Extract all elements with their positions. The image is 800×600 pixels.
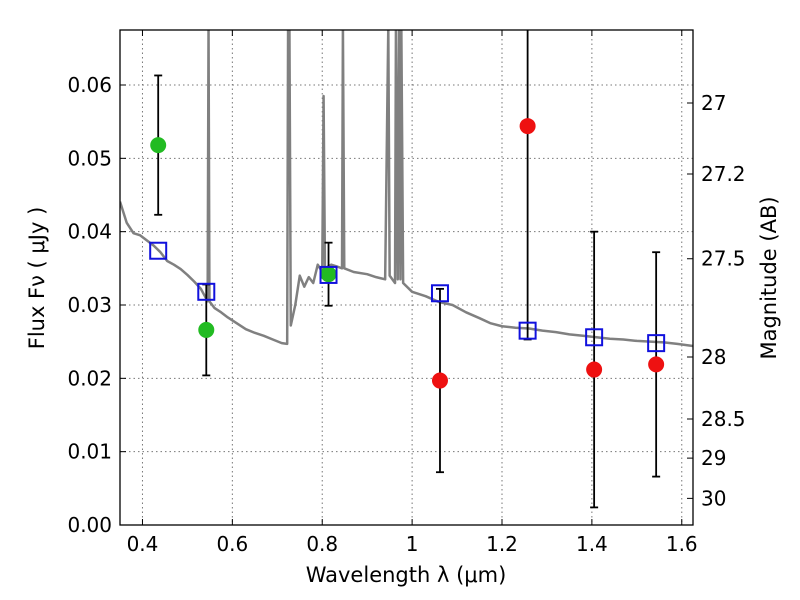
y2-tick-label: 27.2: [701, 162, 746, 186]
x-axis-label: Wavelength λ (μm): [306, 563, 507, 587]
y-tick-label: 0.00: [67, 513, 112, 537]
y2-axis-label: Magnitude (AB): [757, 196, 781, 359]
x-axis-ticks: 0.4 0.6 0.8 1 1.2 1.4 1.6: [127, 30, 698, 556]
data-point: [198, 321, 215, 338]
model-point: [647, 334, 666, 353]
x-tick-label: 0.8: [306, 532, 338, 556]
x-tick-label: 1: [406, 532, 419, 556]
data-point: [519, 118, 536, 135]
x-tick-label: 1.6: [666, 532, 698, 556]
y2-tick-label: 28.5: [701, 407, 746, 431]
y-tick-label: 0.05: [67, 146, 112, 170]
y-tick-label: 0.02: [67, 366, 112, 390]
data-point: [648, 356, 665, 373]
data-point: [431, 372, 448, 389]
model-point: [197, 282, 216, 301]
plot-frame: [119, 29, 694, 526]
model-point: [518, 321, 537, 340]
model-point: [585, 328, 604, 347]
x-tick-label: 1.2: [486, 532, 518, 556]
y-tick-label: 0.06: [67, 73, 112, 97]
plot-area: [120, 30, 693, 509]
y-axis-label: Flux Fν ( μJy ): [25, 207, 49, 350]
y2-tick-label: 28: [701, 345, 726, 369]
x-tick-label: 0.4: [127, 532, 159, 556]
y2-tick-label: 30: [701, 486, 726, 510]
model-point: [149, 241, 168, 260]
markers-layer: [149, 118, 666, 389]
x-tick-label: 0.6: [216, 532, 248, 556]
model-point: [319, 265, 338, 284]
y-axis-ticks: 0.00 0.01 0.02 0.03 0.04 0.05 0.06: [67, 73, 126, 537]
y2-tick-label: 29: [701, 446, 726, 470]
y2-tick-label: 27: [701, 91, 726, 115]
data-point: [586, 361, 603, 378]
data-point: [320, 266, 337, 283]
y-tick-label: 0.04: [67, 220, 112, 244]
y2-axis-ticks: 27 27.2 27.5 28 28.5 29 30: [687, 91, 746, 510]
y2-tick-label: 27.5: [701, 247, 746, 271]
y-tick-label: 0.03: [67, 293, 112, 317]
data-point: [150, 137, 167, 154]
model-point: [430, 284, 449, 303]
x-tick-label: 1.4: [576, 532, 608, 556]
y-tick-label: 0.01: [67, 440, 112, 464]
